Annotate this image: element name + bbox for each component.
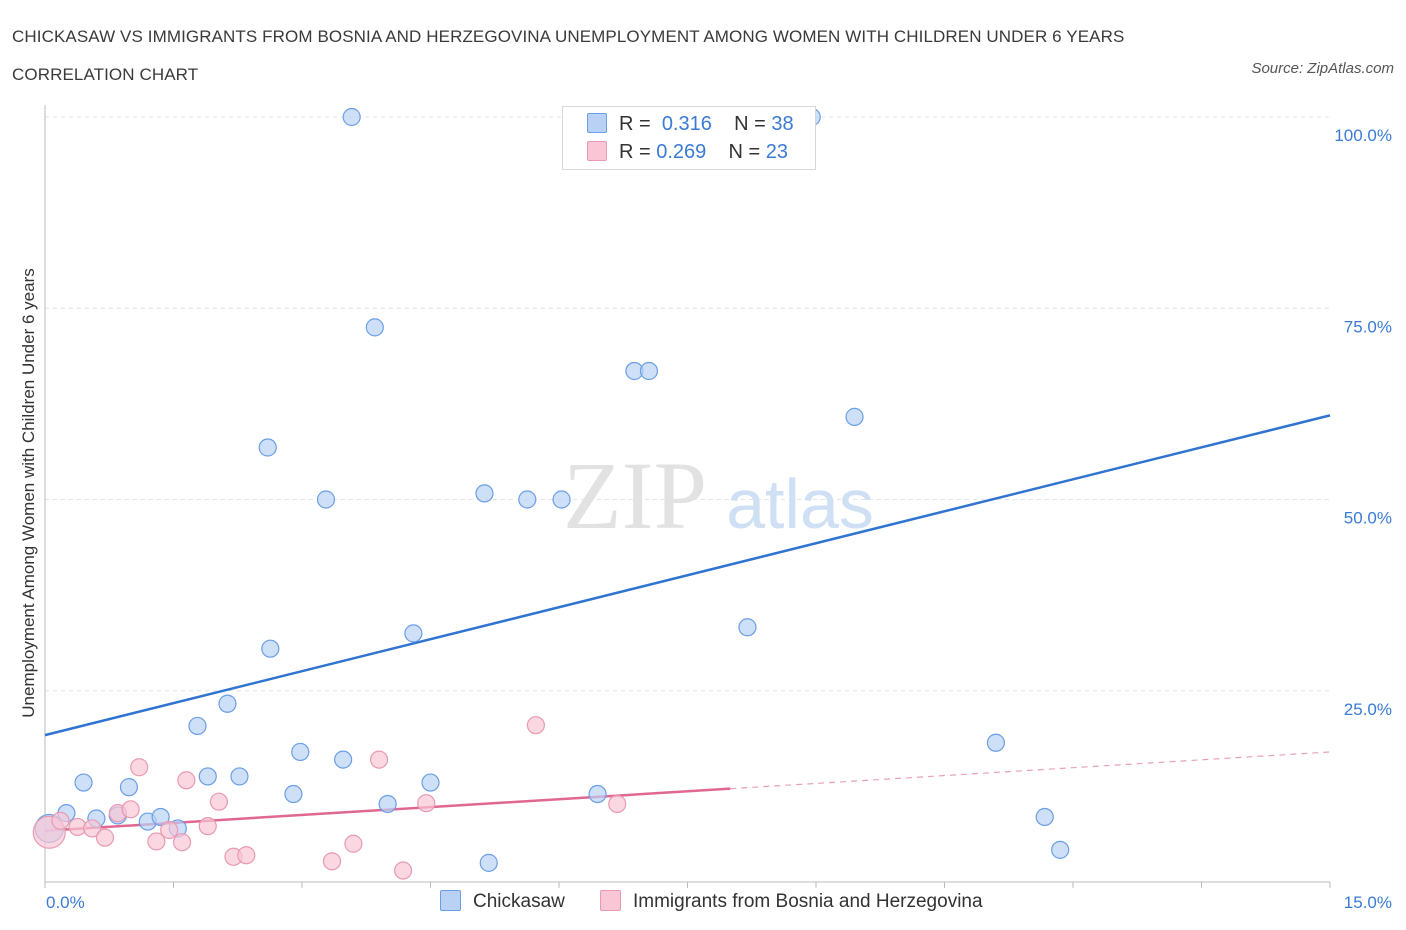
source-label: Source: ZipAtlas.com <box>1251 60 1394 77</box>
legend-swatch-blue <box>587 113 607 133</box>
chickasaw-point <box>334 750 353 769</box>
chickasaw-point <box>74 773 93 792</box>
chickasaw-point <box>1035 807 1054 827</box>
legend-row-bosnia: R = 0.269 N = 23 <box>587 139 788 165</box>
chart-title: CHICKASAW VS IMMIGRANTS FROM BOSNIA AND … <box>12 27 1125 84</box>
legend-swatch-pink <box>600 890 621 911</box>
chickasaw-point <box>151 807 170 827</box>
y-tick-label: 75.0% <box>1344 317 1392 336</box>
bosnia-point <box>177 771 196 790</box>
chickasaw-point <box>230 767 249 786</box>
bosnia-point <box>322 852 342 871</box>
y-tick-label: 25.0% <box>1344 700 1392 719</box>
bosnia-point <box>237 846 256 865</box>
chickasaw-point <box>342 107 361 127</box>
chickasaw-point <box>986 733 1006 752</box>
watermark-zip: ZIP <box>563 442 707 549</box>
bosnia-point <box>393 861 413 880</box>
legend-item-chickasaw[interactable]: Chickasaw <box>440 889 565 915</box>
chickasaw-point <box>316 490 336 509</box>
chickasaw-point <box>218 694 237 713</box>
chickasaw-point <box>119 778 139 797</box>
chickasaw-point <box>284 784 303 804</box>
chickasaw-point <box>738 618 757 637</box>
bosnia-trendline-extension <box>730 751 1331 790</box>
chickasaw-trendline <box>44 414 1331 737</box>
n-value: 23 <box>765 141 789 163</box>
legend-item-bosnia[interactable]: Immigrants from Bosnia and Herzegovina <box>600 889 983 915</box>
chickasaw-point <box>404 624 423 643</box>
n-label: N = <box>728 141 761 163</box>
x-tick-label: 15.0% <box>1344 893 1392 912</box>
bosnia-point <box>160 820 179 840</box>
chickasaw-point <box>479 853 498 872</box>
x-tick-label: 0.0% <box>46 893 85 912</box>
bosnia-point <box>95 828 115 847</box>
chickasaw-point <box>365 318 384 337</box>
chickasaw-point <box>421 773 440 792</box>
r-value: 0.269 <box>656 141 707 163</box>
tick-labels: 25.0% 50.0% 75.0% 100.0% 0.0% 15.0% <box>46 126 1392 912</box>
legend-swatch-pink <box>587 141 607 161</box>
chickasaw-point <box>518 490 537 509</box>
chickasaw-point <box>378 794 397 814</box>
bosnia-point <box>417 794 436 813</box>
bosnia-point <box>130 758 149 777</box>
bosnia-point <box>198 817 217 836</box>
bosnia-point <box>370 750 389 769</box>
series-legend: Chickasaw Immigrants from Bosnia and Her… <box>0 889 1406 915</box>
chickasaw-point <box>258 438 277 457</box>
r-value: 0.316 <box>661 113 712 135</box>
y-tick-label: 100.0% <box>1334 126 1392 145</box>
chickasaw-point <box>291 742 310 762</box>
bosnia-point <box>608 794 627 814</box>
axes <box>44 105 1331 888</box>
y-tick-label: 50.0% <box>1344 509 1392 528</box>
chickasaw-point <box>261 639 280 658</box>
r-label: R = <box>619 141 651 163</box>
chickasaw-point <box>188 716 207 736</box>
bosnia-point <box>172 833 192 852</box>
legend-label: Immigrants from Bosnia and Herzegovina <box>633 891 983 912</box>
chickasaw-point <box>639 361 659 381</box>
watermark-atlas: atlas <box>726 465 874 543</box>
n-value: 38 <box>771 113 794 135</box>
legend-swatch-blue <box>440 890 461 911</box>
chickasaw-point <box>198 767 217 786</box>
data-points <box>32 107 1070 880</box>
watermark: ZIP atlas <box>563 442 874 549</box>
stats-legend: R = 0.316 N = 38 R = 0.269 N = 23 <box>562 106 816 170</box>
bosnia-point <box>83 819 102 838</box>
gridlines <box>45 116 1330 692</box>
chickasaw-point <box>845 407 864 426</box>
bosnia-point <box>209 792 229 811</box>
legend-label: Chickasaw <box>473 891 565 912</box>
bosnia-point <box>51 811 70 830</box>
bosnia-point <box>121 800 140 819</box>
bosnia-point <box>344 834 363 853</box>
chickasaw-point <box>1051 840 1070 859</box>
y-axis-label: Unemployment Among Women with Children U… <box>19 268 38 717</box>
chickasaw-point <box>588 784 607 804</box>
r-label: R = <box>619 113 651 135</box>
chickasaw-point <box>552 490 571 509</box>
legend-row-chickasaw: R = 0.316 N = 38 <box>587 111 794 137</box>
chickasaw-point <box>475 484 494 503</box>
bosnia-point <box>526 716 545 735</box>
bosnia-point <box>147 832 166 851</box>
n-label: N = <box>734 113 766 135</box>
